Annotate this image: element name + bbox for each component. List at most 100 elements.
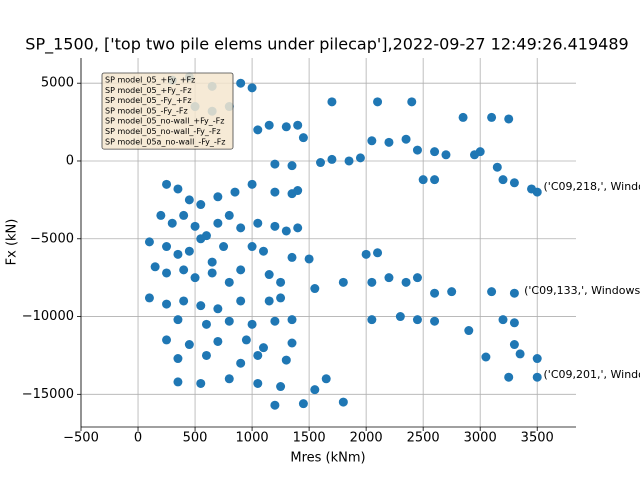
point (196, 378, 206, 388)
point (201, 350, 211, 360)
point (230, 187, 240, 197)
legend-entry: SP model_05_no-wall_+Fy_-Fz (105, 117, 224, 126)
point (447, 287, 457, 297)
chart-title: SP_1500, ['top two pile elems under pile… (25, 35, 628, 55)
point (219, 242, 229, 252)
point (270, 159, 280, 169)
point (509, 178, 519, 188)
point (287, 315, 297, 325)
x-tick-label: 1000 (236, 431, 269, 446)
point (247, 242, 257, 252)
point (150, 262, 160, 272)
x-tick-label: 1500 (293, 431, 326, 446)
x-tick-label: 2000 (350, 431, 383, 446)
point (270, 187, 280, 197)
point (247, 179, 257, 189)
point (236, 358, 246, 368)
point (287, 161, 297, 171)
point (247, 83, 257, 93)
point (270, 221, 280, 231)
x-tick-label: 3000 (464, 431, 497, 446)
y-tick-label: 5000 (41, 76, 74, 91)
point (304, 254, 314, 264)
x-tick-label: 0 (134, 431, 142, 446)
point (412, 315, 422, 325)
point (293, 223, 303, 233)
point (224, 374, 234, 384)
point (264, 270, 274, 280)
point (173, 184, 183, 194)
point (373, 97, 383, 107)
point (441, 150, 451, 160)
point (515, 349, 525, 359)
point (281, 122, 291, 132)
point (509, 318, 519, 328)
point (355, 153, 365, 163)
point (264, 120, 274, 130)
point (418, 175, 428, 185)
point (258, 246, 268, 256)
point (412, 145, 422, 155)
y-tick-label: −15000 (22, 387, 74, 402)
point (327, 97, 337, 107)
point (184, 246, 194, 256)
point (509, 340, 519, 350)
y-tick-label: 0 (66, 153, 74, 168)
point (367, 315, 377, 325)
point (270, 316, 280, 326)
point (293, 186, 303, 196)
point (287, 338, 297, 348)
point (156, 210, 166, 220)
point (253, 350, 263, 360)
legend-entry: SP model_05_+Fy_-Fz (105, 86, 192, 95)
point (498, 315, 508, 325)
point (310, 385, 320, 395)
point (213, 218, 223, 228)
point (509, 288, 519, 298)
legend-entry: SP model_05_no-wall_-Fy_-Fz (105, 127, 221, 136)
point (196, 301, 206, 311)
point (173, 354, 183, 364)
point (412, 273, 422, 283)
point (504, 114, 514, 124)
point (430, 175, 440, 185)
point (224, 277, 234, 287)
point (184, 340, 194, 350)
point (430, 147, 440, 157)
point (196, 200, 206, 210)
point (241, 335, 251, 345)
x-tick-label: 3500 (521, 431, 554, 446)
point (276, 277, 286, 287)
point (236, 265, 246, 275)
point (395, 312, 405, 322)
point (327, 154, 337, 164)
point (258, 343, 268, 353)
point (179, 296, 189, 306)
point (213, 192, 223, 202)
point (281, 226, 291, 236)
point (173, 249, 183, 259)
point (316, 158, 326, 168)
point (487, 112, 497, 122)
point (162, 335, 172, 345)
point (384, 137, 394, 147)
point (167, 218, 177, 228)
point (224, 210, 234, 220)
point (298, 399, 308, 409)
point (293, 120, 303, 130)
point (401, 134, 411, 144)
point (430, 288, 440, 298)
point (162, 299, 172, 309)
point (492, 162, 502, 172)
point (276, 293, 286, 303)
y-axis-label: Fx (kN) (5, 219, 20, 266)
point (253, 125, 263, 135)
point (224, 316, 234, 326)
annotation: ('C09,218,', Windo (544, 180, 640, 193)
legend-entry: SP model_05_-Fy_+Fz (105, 96, 192, 105)
point (213, 304, 223, 314)
point (367, 136, 377, 146)
point (344, 156, 354, 166)
point (458, 112, 468, 122)
point (162, 242, 172, 252)
